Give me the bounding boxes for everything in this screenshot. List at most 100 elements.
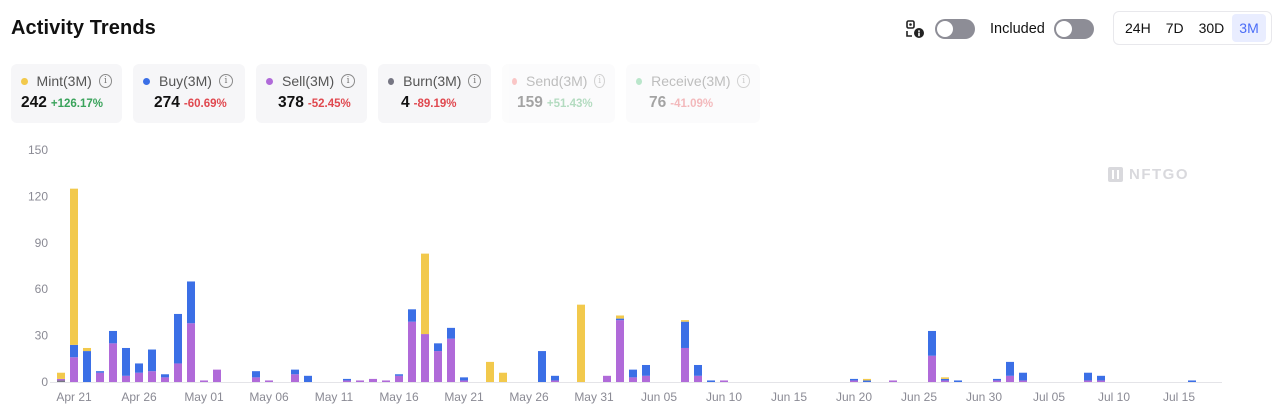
bar-sell-jul-08 (1084, 380, 1092, 382)
bar-sell-may-02 (213, 369, 221, 382)
stat-label: Burn(3M) (403, 73, 462, 89)
y-tick-label: 90 (35, 236, 49, 250)
bar-sell-may-16 (395, 375, 403, 382)
included-label: Included (990, 21, 1045, 37)
stat-card-send[interactable]: Send(3M) i 159 +51.43% (502, 64, 615, 123)
buy-legend-dot (143, 77, 150, 85)
stat-value: 274 (154, 94, 180, 111)
bar-sell-jun-01 (603, 375, 611, 382)
x-tick-label: Jun 05 (641, 390, 677, 404)
bar-buy-jun-26 (928, 330, 936, 356)
range-7d-button[interactable]: 7D (1165, 20, 1184, 36)
send-legend-dot (512, 77, 517, 85)
bar-buy-may-21 (460, 377, 468, 381)
bar-buy-jun-20 (850, 378, 858, 381)
x-tick-label: May 31 (574, 390, 614, 404)
bar-buy-may-05 (252, 371, 260, 378)
bar-sell-jun-10 (720, 380, 728, 382)
bar-sell-jul-03 (1019, 380, 1027, 382)
bar-buy-may-27 (538, 351, 546, 382)
y-tick-label: 30 (35, 329, 49, 343)
x-tick-label: Jun 15 (771, 390, 807, 404)
bar-buy-jun-02 (616, 318, 624, 321)
x-tick-label: May 26 (509, 390, 549, 404)
stat-card-mint[interactable]: Mint(3M) i 242 +126.17% (11, 64, 122, 123)
bar-sell-may-17 (408, 321, 416, 382)
stat-card-receive[interactable]: Receive(3M) i 76 -41.09% (626, 64, 760, 123)
included-toggle[interactable] (1053, 19, 1094, 39)
bar-buy-apr-30 (187, 281, 195, 324)
range-30d-button[interactable]: 30D (1198, 20, 1225, 36)
info-icon[interactable]: i (468, 74, 481, 88)
activity-bar-chart: 0 30 60 90 120 150 Apr 21 Apr 26 May 01 May 06 May… (28, 143, 1222, 404)
bar-sell-jul-09 (1097, 380, 1105, 382)
bar-sell-apr-30 (187, 323, 195, 382)
bar-mint-jun-21 (863, 378, 871, 381)
bar-buy-apr-21 (70, 344, 78, 358)
bar-sell-jun-08 (694, 375, 702, 382)
eye-settings-icon[interactable] (905, 19, 925, 39)
bar-buy-jun-03 (629, 369, 637, 378)
bar-buy-jun-21 (863, 380, 871, 382)
bar-sell-may-05 (252, 377, 260, 382)
stat-value: 378 (278, 94, 304, 111)
bar-buy-apr-27 (148, 349, 156, 372)
bar-buy-jun-07 (681, 321, 689, 348)
bar-mint-jun-07 (681, 320, 689, 322)
x-tick-label: May 06 (249, 390, 289, 404)
stat-change: -52.45% (307, 98, 351, 110)
range-3m-button[interactable]: 3M (1232, 14, 1266, 42)
bar-mint-may-18 (421, 253, 429, 335)
info-icon[interactable]: i (594, 74, 605, 88)
info-icon[interactable]: i (341, 74, 356, 88)
info-icon[interactable]: i (737, 74, 750, 88)
x-tick-label: Jun 20 (836, 390, 872, 404)
stat-label: Send(3M) (525, 73, 588, 89)
x-tick-label: May 16 (379, 390, 419, 404)
bar-buy-apr-28 (161, 374, 169, 378)
stat-card-sell[interactable]: Sell(3M) i 378 -52.45% (256, 64, 367, 123)
bar-burn-apr-20 (57, 380, 65, 382)
bar-sell-jul-02 (1006, 375, 1014, 382)
bar-sell-may-12 (343, 380, 351, 382)
bar-sell-apr-29 (174, 363, 182, 382)
visibility-toggle[interactable] (935, 19, 975, 39)
x-tick-label: May 01 (184, 390, 224, 404)
bar-sell-may-15 (382, 380, 390, 382)
x-tick-label: May 11 (315, 390, 354, 404)
info-icon[interactable]: i (218, 74, 233, 88)
bar-mint-may-24 (499, 372, 507, 382)
stat-card-buy[interactable]: Buy(3M) i 274 -60.69% (133, 64, 245, 123)
bar-sell-may-28 (551, 380, 559, 382)
bar-mint-apr-20 (57, 372, 65, 379)
bar-sell-jun-02 (616, 320, 624, 382)
bar-buy-may-09 (304, 375, 312, 382)
bar-buy-apr-29 (174, 313, 182, 364)
watermark-text: NFTGO (1129, 166, 1189, 183)
bar-buy-may-08 (291, 369, 299, 375)
stat-card-burn[interactable]: Burn(3M) i 4 -89.19% (378, 64, 491, 123)
bar-sell-jun-20 (850, 380, 858, 382)
range-24h-button[interactable]: 24H (1125, 20, 1151, 36)
bar-buy-jun-09 (707, 380, 715, 382)
bar-sell-may-18 (421, 334, 429, 382)
bar-buy-apr-25 (122, 347, 130, 376)
bar-sell-apr-20 (57, 378, 65, 381)
x-tick-label: May 21 (444, 390, 484, 404)
bar-buy-may-16 (395, 374, 403, 376)
stat-value: 4 (401, 94, 410, 111)
bar-mint-jun-27 (941, 377, 949, 379)
mint-legend-dot (21, 77, 28, 85)
bar-sell-may-20 (447, 338, 455, 382)
bar-sell-may-01 (200, 380, 208, 382)
stat-change: +51.43% (546, 98, 593, 110)
bar-mint-may-23 (486, 361, 494, 382)
info-icon[interactable]: i (98, 74, 112, 88)
stat-cards: Mint(3M) i 242 +126.17% Buy(3M) i 274 -60.69… (11, 64, 771, 123)
bar-sell-apr-21 (70, 357, 78, 382)
stat-change: -89.19% (413, 98, 457, 110)
bar-sell-jun-26 (928, 355, 936, 382)
bar-buy-jun-27 (941, 378, 949, 381)
chart-controls: Included (905, 12, 1094, 46)
stat-value: 159 (517, 94, 543, 111)
